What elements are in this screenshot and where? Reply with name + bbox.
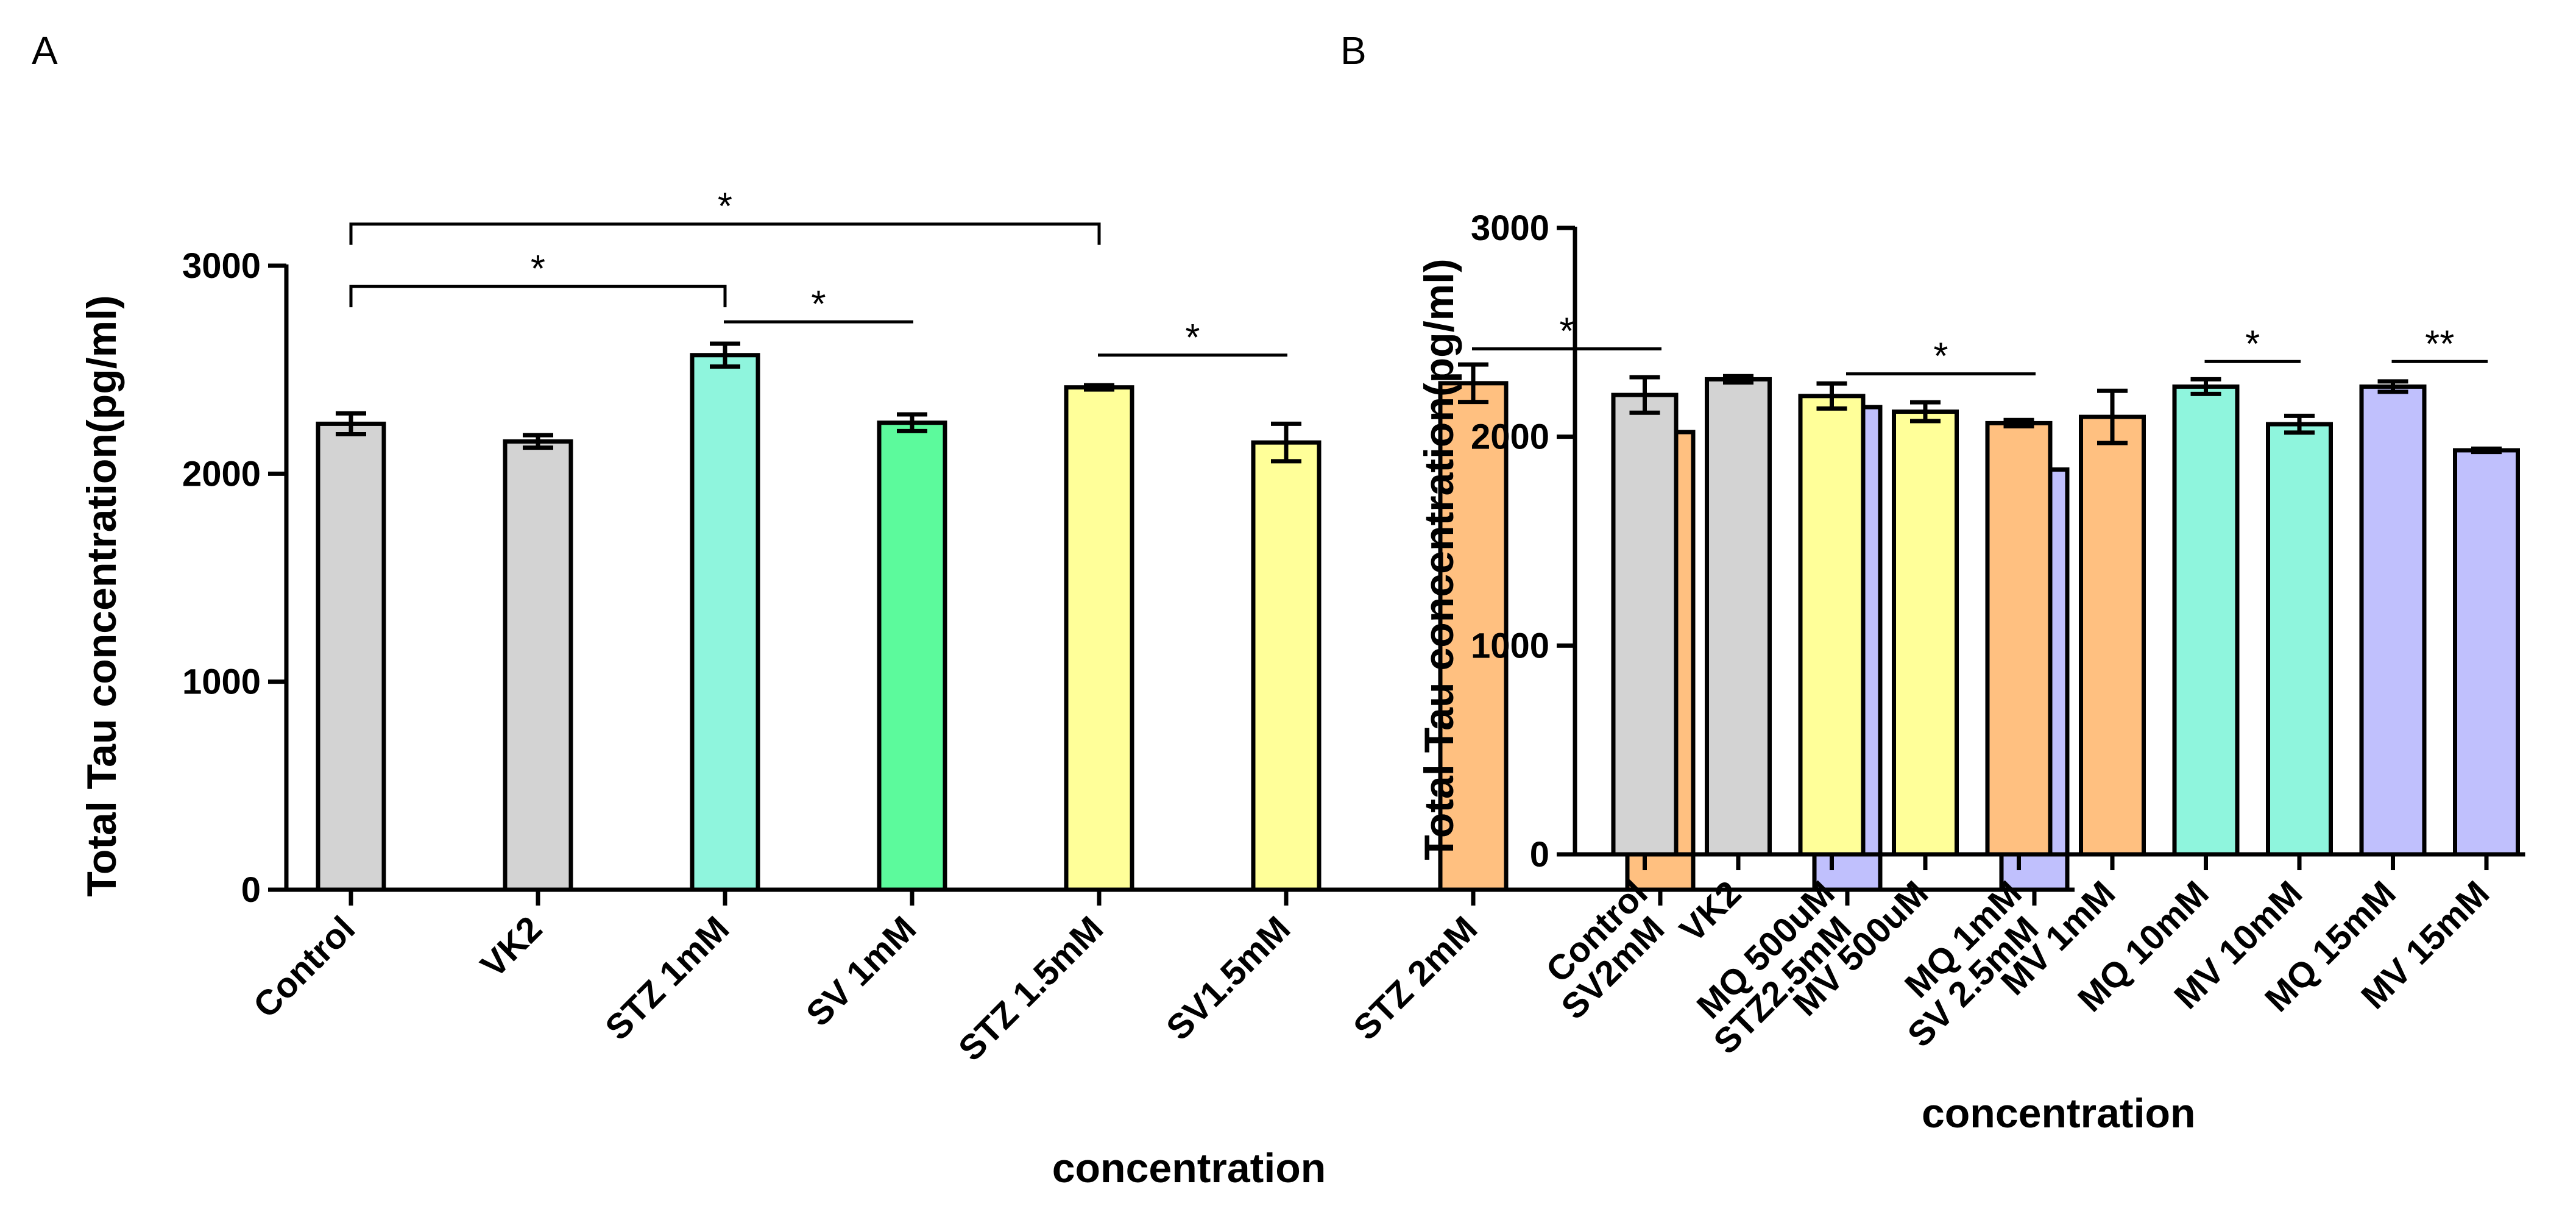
bar (1064, 385, 1134, 892)
significance-label: * (811, 283, 826, 325)
category-label: STZ 1.5mM (951, 909, 1111, 1068)
x-axis-title: concentration (1922, 1090, 2196, 1137)
panel-b-letter: B (1340, 29, 1367, 73)
significance-label: * (1933, 335, 1948, 377)
bar (2266, 422, 2333, 857)
significance-label: * (1559, 311, 1574, 353)
y-axis-title: Total Tau concentration(pg/ml) (1416, 258, 1462, 860)
bar (2359, 384, 2427, 857)
x-axis-title: concentration (1052, 1145, 1326, 1191)
y-tick-label: 0 (1530, 835, 1549, 874)
bar (877, 420, 947, 892)
y-axis-title: Total Tau concentration(pg/ml) (79, 295, 125, 896)
y-tick-label: 3000 (182, 246, 261, 286)
y-tick-label: 3000 (1471, 208, 1549, 248)
bar (1892, 410, 1959, 857)
category-label: VK2 (473, 909, 550, 985)
bar (2079, 414, 2146, 857)
significance-bracket (349, 285, 727, 308)
y-tick-label: 2000 (1471, 417, 1549, 457)
y-tick-label: 2000 (182, 454, 261, 494)
bar (1251, 440, 1322, 892)
bar (1798, 394, 1866, 857)
bar (316, 421, 386, 892)
significance-label: * (718, 186, 732, 228)
category-label: STZ 2mM (1346, 909, 1485, 1048)
bar (690, 353, 760, 892)
category-label: Control (246, 909, 363, 1026)
category-label: SV 1mM (799, 909, 924, 1034)
y-tick-label: 0 (241, 870, 261, 910)
significance-label: ** (2425, 323, 2454, 365)
category-label: STZ 1mM (598, 909, 737, 1048)
panel-a-letter: A (32, 29, 58, 73)
category-label: SV1.5mM (1159, 909, 1298, 1048)
bar (2453, 448, 2520, 857)
y-tick-label: 1000 (1471, 626, 1549, 665)
bar (2172, 384, 2240, 857)
significance-bracket (349, 222, 1101, 245)
y-tick-label: 1000 (182, 662, 261, 702)
significance-label: * (2245, 323, 2260, 365)
significance-label: * (531, 248, 545, 290)
significance-label: * (1185, 317, 1200, 359)
bar (1611, 392, 1679, 857)
bar (503, 439, 573, 892)
bar (1705, 377, 1772, 857)
bar (1985, 420, 2053, 857)
